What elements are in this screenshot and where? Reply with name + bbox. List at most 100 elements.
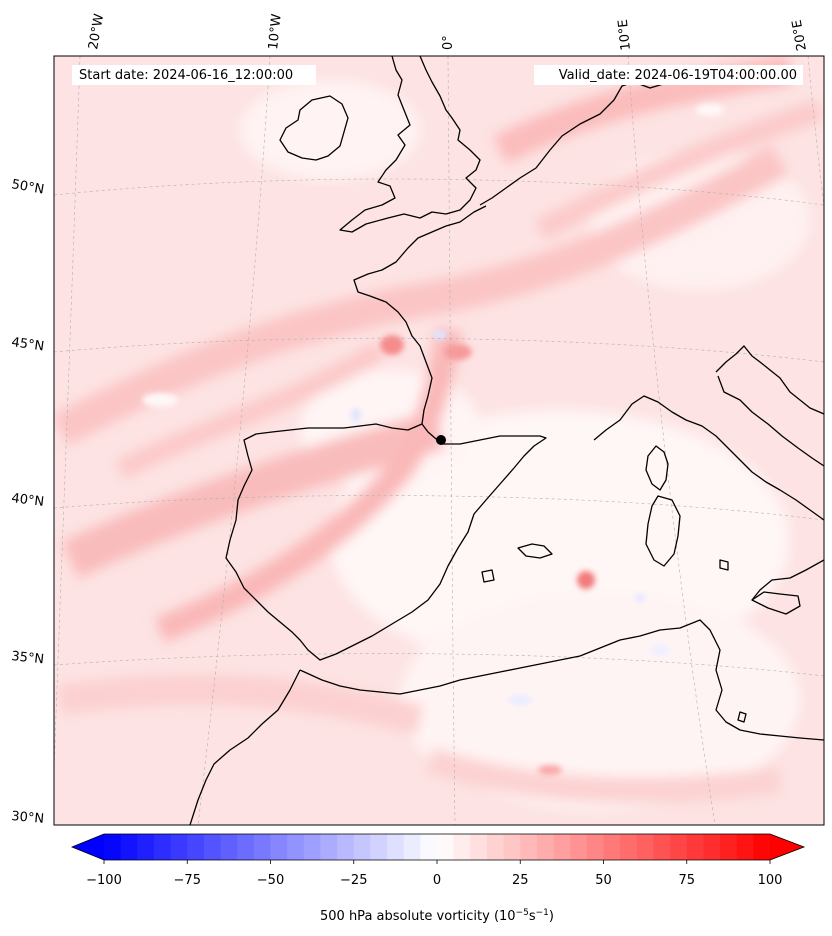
coast-island-2 (737, 711, 747, 723)
colorbar-ticks: −100 −75 −50 −25 0 25 50 75 100 (86, 860, 782, 888)
colorbar-tick-label: −25 (340, 873, 367, 888)
colorbar-cell (320, 834, 338, 860)
colorbar-cell (303, 834, 322, 860)
meridian-10w (197, 56, 271, 825)
meridian-0 (447, 56, 456, 825)
coast-italy-south (751, 559, 824, 601)
coast-sicily (751, 591, 801, 615)
colorbar-cell (370, 834, 388, 860)
colorbar-cell (736, 834, 754, 860)
colorbar-cell (570, 834, 588, 860)
colorbar-tick-label: 0 (433, 873, 441, 888)
colorbar-low-extend (72, 834, 104, 860)
coast-great-britain (339, 56, 481, 233)
lon-label-10e: 10°E (616, 18, 634, 51)
colorbar-cell (670, 834, 688, 860)
colorbar-cell (437, 834, 455, 860)
coast-sardinia (645, 495, 681, 567)
colorbar-cell (503, 834, 521, 860)
graticule (54, 56, 824, 825)
meridian-10e (627, 56, 716, 825)
colorbar-tick-label: −100 (86, 873, 122, 888)
lat-label-45n: 45°N (10, 335, 45, 354)
map-frame (53, 55, 825, 826)
coast-france-west (353, 205, 487, 425)
colorbar-cell (120, 834, 138, 860)
vorticity-field (54, 56, 824, 810)
colorbar-cell (104, 834, 122, 860)
colorbar-cell (603, 834, 621, 860)
colorbar-cell (203, 834, 222, 860)
colorbar-cell (137, 834, 155, 860)
vorticity-extrema (142, 104, 724, 775)
colorbar-cell (453, 834, 471, 860)
colorbar-cell (170, 834, 188, 860)
colorbar-tick-label: 50 (595, 873, 612, 888)
colorbar-cell (237, 834, 255, 860)
coast-mallorca (517, 543, 553, 559)
colorbar-cell (720, 834, 738, 860)
colorbar-tick-label: −50 (257, 873, 284, 888)
parallel-45n (54, 337, 824, 363)
coast-island-1 (719, 559, 729, 571)
colorbar-cell (553, 834, 571, 860)
colorbar-cell (486, 834, 505, 860)
colorbar-cell (220, 834, 238, 860)
colorbar-label: 500 hPa absolute vorticity (10−5s−1) (320, 908, 554, 924)
colorbar-cell (636, 834, 655, 860)
colorbar-cell (586, 834, 605, 860)
lon-label-10w: 10°W (266, 13, 285, 50)
coast-adriatic (715, 345, 824, 415)
meridian-20e (807, 56, 824, 208)
colorbar-cell (420, 834, 438, 860)
colorbar-cell (353, 834, 371, 860)
coast-iberia (225, 423, 547, 661)
colorbar-cell (403, 834, 421, 860)
parallel-40n (54, 495, 824, 521)
colorbar-cell (470, 834, 488, 860)
coast-corsica (645, 445, 669, 491)
valid-date-box (534, 65, 803, 85)
coast-ireland (279, 95, 349, 161)
colorbar-cell (270, 834, 288, 860)
colorbar-cell (753, 834, 771, 860)
colorbar-tick-label: 100 (758, 873, 783, 888)
meridian-20w (54, 56, 81, 778)
colorbar-cell (153, 834, 172, 860)
valid-date-label: Valid_date: 2024-06-19T04:00:00.00 (559, 68, 797, 83)
coast-menorca (481, 569, 495, 583)
lat-label-50n: 50°N (10, 177, 45, 197)
parallel-50n (54, 178, 824, 206)
colorbar-cell (653, 834, 671, 860)
map-panel (54, 56, 824, 825)
colorbar-cell (287, 834, 305, 860)
colorbar-cells (104, 834, 771, 860)
lat-label-40n: 40°N (11, 491, 45, 510)
colorbar-cell (703, 834, 721, 860)
coast-west-africa (189, 669, 301, 825)
location-marker (436, 435, 446, 445)
longitude-labels: 20°W 10°W 0° 10°E 20°E (86, 13, 810, 52)
colorbar-cell (253, 834, 272, 860)
colorbar-tick-label: 75 (678, 873, 695, 888)
coast-adriatic-west (717, 375, 824, 467)
colorbar-tick-label: −75 (174, 873, 201, 888)
coast-north-africa (299, 619, 824, 741)
parallel-35n (54, 653, 824, 677)
colorbar-high-extend (770, 834, 804, 860)
lat-label-30n: 30°N (11, 809, 45, 827)
colorbar-cell (520, 834, 538, 860)
colorbar-tick-label: 25 (512, 873, 529, 888)
lat-label-35n: 35°N (11, 649, 45, 667)
coast-italy (593, 395, 824, 521)
lon-label-20w: 20°W (86, 13, 107, 51)
start-date-box (72, 65, 316, 85)
colorbar: −100 −75 −50 −25 0 25 50 75 100 500 hPa absolute… (70, 833, 806, 924)
lon-label-0: 0° (441, 35, 456, 50)
colorbar-cell (387, 834, 405, 860)
latitude-labels: 50°N 45°N 40°N 35°N 30°N (10, 177, 45, 827)
colorbar-cell (187, 834, 205, 860)
colorbar-cell (536, 834, 555, 860)
colorbar-cell (337, 834, 355, 860)
colorbar-cell (686, 834, 704, 860)
